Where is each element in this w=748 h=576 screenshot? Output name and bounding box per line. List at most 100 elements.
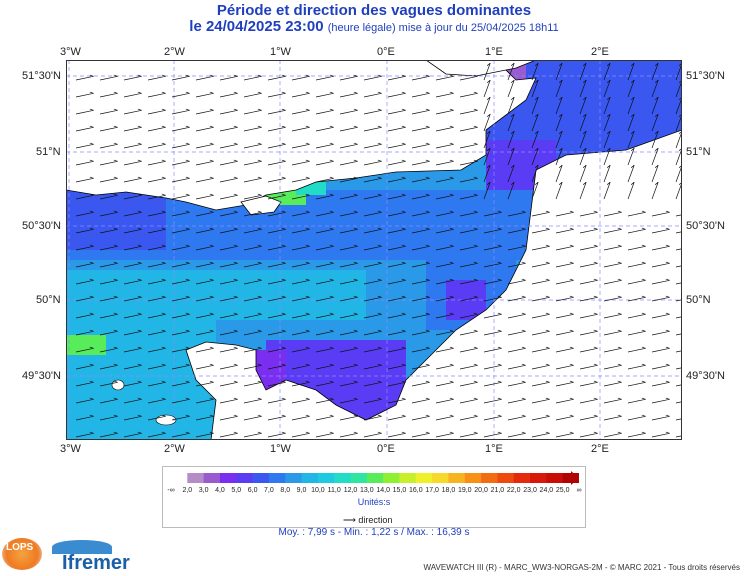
direction-arrow-head (89, 261, 94, 264)
direction-arrow-head (425, 91, 430, 94)
direction-arrow (507, 130, 515, 149)
direction-arrow (387, 92, 406, 98)
direction-arrow (675, 367, 682, 370)
direction-arrow (75, 415, 94, 421)
tick-left-5130: 51°30'N (22, 70, 61, 82)
direction-arrow (267, 75, 286, 81)
direction-arrow-head (617, 363, 622, 366)
direction-arrow-head (161, 295, 166, 298)
direction-arrow (75, 296, 94, 302)
direction-arrow (603, 96, 611, 115)
direction-arrow-head (161, 261, 166, 264)
direction-arrow (507, 79, 515, 98)
direction-arrow (219, 364, 238, 370)
direction-arrow-head (582, 147, 587, 151)
direction-arrow-head (161, 431, 166, 434)
direction-arrow (555, 211, 574, 217)
direction-arrow (579, 96, 587, 115)
direction-arrow-head (305, 346, 310, 349)
direction-arrow (387, 279, 406, 285)
direction-arrow-head (617, 329, 622, 332)
direction-arrow (123, 347, 142, 353)
direction-arrow (411, 347, 430, 353)
direction-arrow (555, 296, 574, 302)
scale-label: 15,0 (392, 487, 407, 494)
direction-arrow (123, 398, 142, 404)
ifremer-logo-wave (52, 540, 112, 554)
direction-arrow (147, 313, 166, 319)
direction-arrow-head (425, 176, 430, 179)
direction-arrow-head (473, 125, 478, 128)
direction-arrow (339, 415, 358, 421)
direction-arrow (171, 313, 190, 319)
direction-arrow-head (233, 91, 238, 94)
direction-arrow-head (161, 91, 166, 94)
color-swatch (415, 473, 433, 483)
direction-arrow (339, 262, 358, 268)
direction-arrow (315, 211, 334, 217)
direction-arrow (171, 194, 190, 200)
direction-arrow (315, 194, 334, 200)
direction-arrow (195, 313, 214, 319)
direction-arrow (147, 194, 166, 200)
direction-arrow-head (257, 125, 262, 128)
direction-arrow-head (89, 176, 94, 179)
color-swatch (219, 473, 237, 483)
direction-arrow (651, 181, 659, 200)
direction-arrow-head (281, 278, 286, 281)
direction-arrow-head (137, 363, 142, 366)
color-swatch (252, 473, 270, 483)
direction-arrow (291, 75, 310, 81)
direction-arrow (147, 92, 166, 98)
direction-arrow (387, 313, 406, 319)
direction-arrow-head (377, 278, 382, 281)
direction-arrow (459, 296, 478, 302)
direction-arrow-head (113, 125, 118, 128)
direction-arrow-head (137, 295, 142, 298)
direction-arrow-head (377, 193, 382, 196)
direction-arrow-head (377, 380, 382, 383)
direction-arrow-head (161, 125, 166, 128)
direction-arrow (339, 245, 358, 251)
direction-arrow-head (305, 414, 310, 417)
direction-arrow (363, 262, 382, 268)
tick-bottom-3w: 3°W (60, 443, 81, 455)
wave-period-map (66, 60, 682, 440)
direction-arrow (99, 160, 118, 166)
direction-arrow-head (449, 227, 454, 230)
direction-arrow (531, 130, 539, 149)
direction-arrow-head (113, 159, 118, 162)
direction-arrow (363, 415, 382, 421)
direction-arrow-head (510, 130, 515, 134)
direction-arrow-head (353, 312, 358, 315)
direction-arrow-head (473, 142, 478, 145)
direction-arrow (339, 177, 358, 183)
direction-arrow (99, 415, 118, 421)
direction-arrow (147, 415, 166, 421)
credit-line: WAVEWATCH III (R) - MARC_WW3-NORGAS-2M -… (423, 563, 740, 572)
direction-arrow-head (209, 159, 214, 162)
direction-arrow (387, 398, 406, 404)
direction-arrow-head (89, 210, 94, 213)
direction-arrow-head (353, 295, 358, 298)
direction-arrow-head (89, 312, 94, 315)
direction-arrow (291, 381, 310, 387)
direction-arrow (675, 248, 682, 251)
direction-arrow (627, 279, 646, 285)
direction-arrow-head (185, 261, 190, 264)
direction-arrow (243, 296, 262, 302)
direction-arrow (651, 211, 670, 217)
direction-arrow-head (582, 62, 587, 66)
direction-arrow-head (353, 346, 358, 349)
direction-arrow-head (89, 363, 94, 366)
direction-arrow-head (401, 329, 406, 332)
scale-label: 12,0 (343, 487, 358, 494)
direction-arrow-head (510, 164, 515, 168)
direction-arrow (315, 347, 334, 353)
direction-arrow-head (305, 210, 310, 213)
direction-arrow (627, 181, 635, 200)
direction-arrow-head (209, 278, 214, 281)
direction-arrow (267, 296, 286, 302)
direction-arrow-head (233, 329, 238, 332)
direction-arrow (171, 75, 190, 81)
